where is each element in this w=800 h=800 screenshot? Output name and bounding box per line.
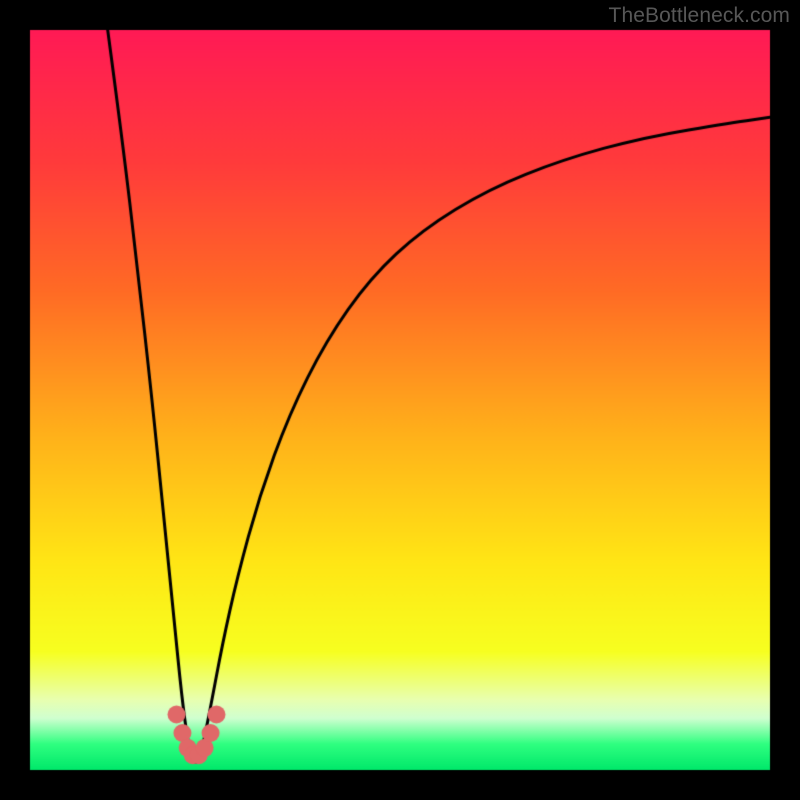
bottleneck-curve-chart [0,0,800,800]
chart-container: TheBottleneck.com [0,0,800,800]
watermark-text: TheBottleneck.com [609,4,790,28]
